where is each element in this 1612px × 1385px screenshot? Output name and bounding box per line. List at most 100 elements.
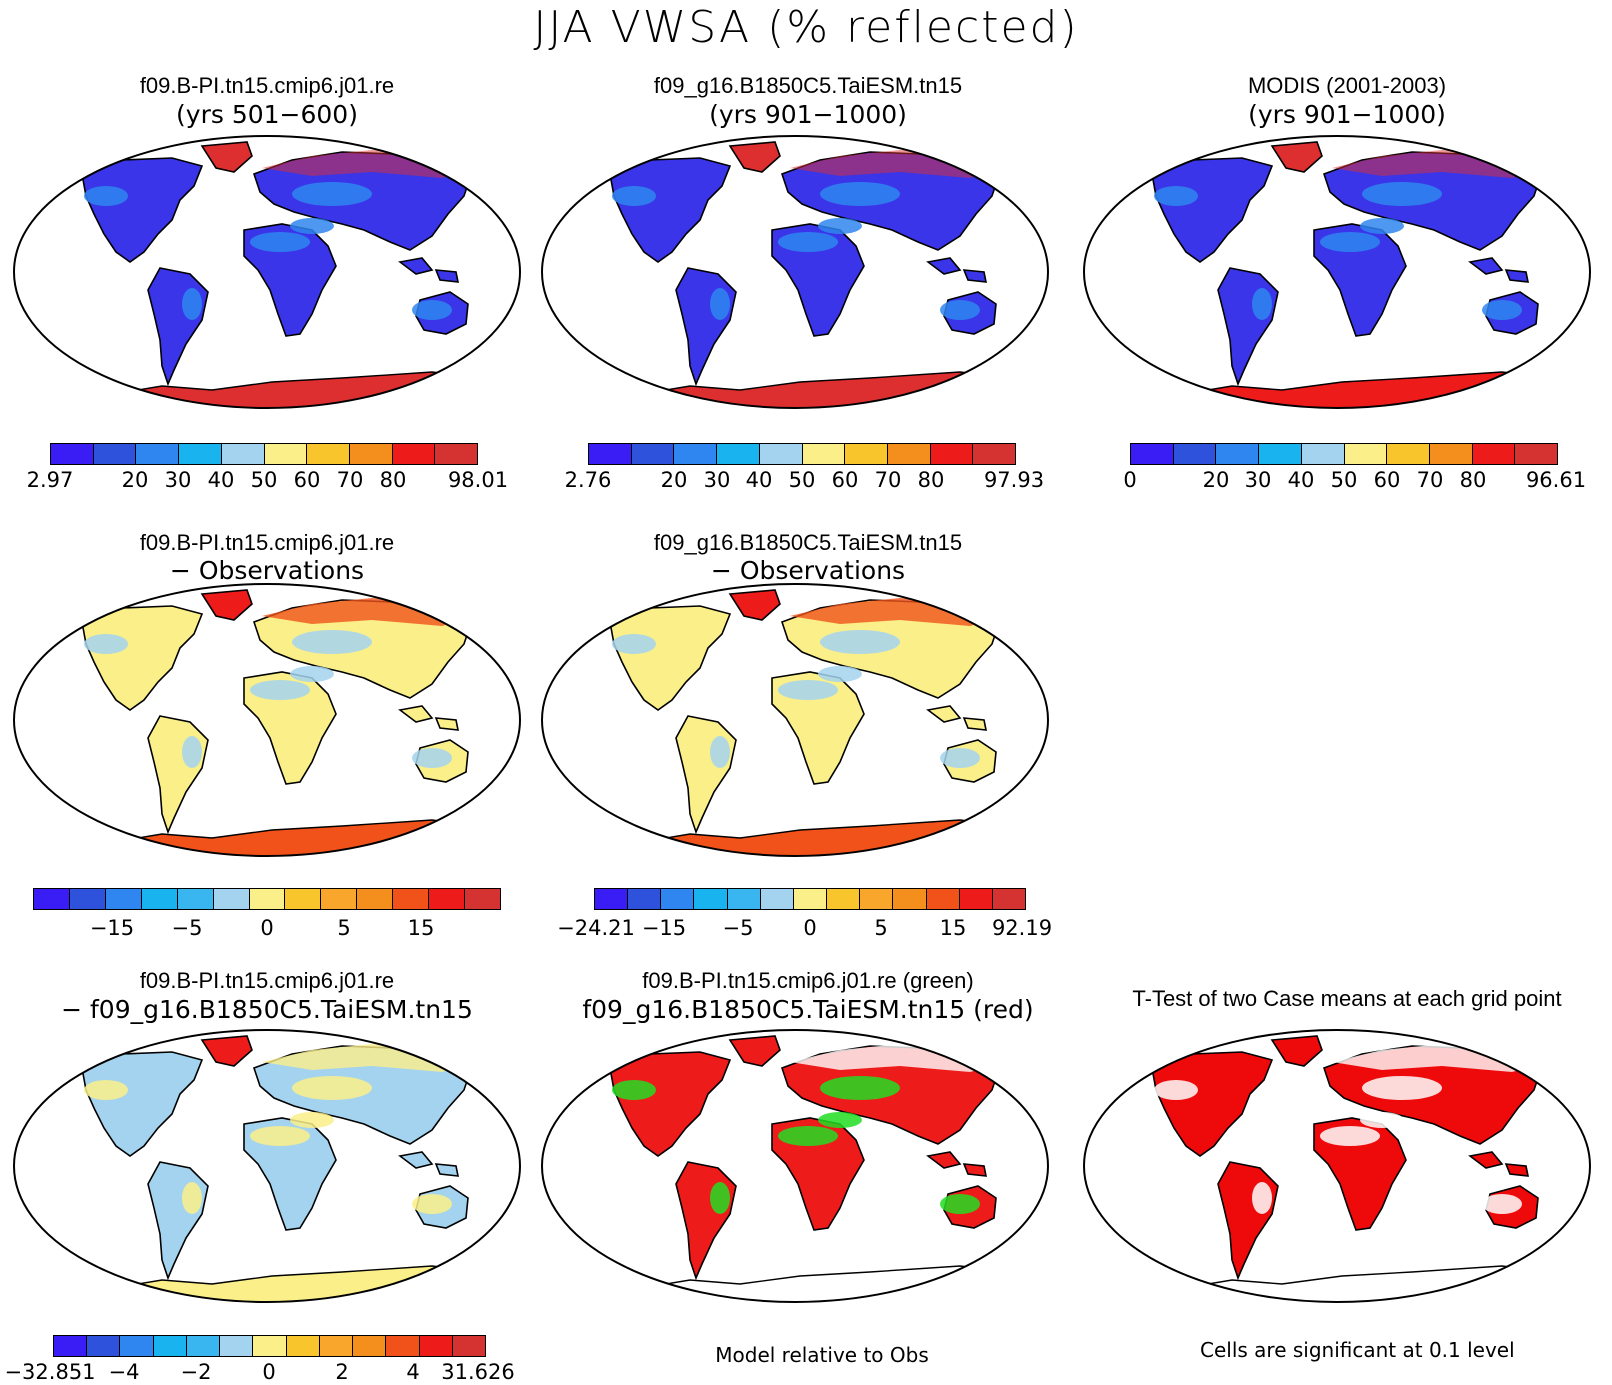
colorbar-swatch bbox=[1259, 444, 1302, 464]
tick-label: 5 bbox=[874, 916, 888, 940]
tick-label: 30 bbox=[1244, 468, 1272, 492]
land-greenland bbox=[200, 141, 253, 173]
colorbar-swatch bbox=[93, 444, 137, 464]
colorbar-panel-2 bbox=[588, 443, 1016, 465]
land-samerica bbox=[1217, 267, 1279, 387]
colorbar-swatch bbox=[674, 444, 718, 464]
colorbar-swatch bbox=[930, 444, 974, 464]
colorbar-swatch bbox=[1344, 444, 1388, 464]
field-patch bbox=[84, 1080, 128, 1100]
colorbar-swatch bbox=[887, 444, 931, 464]
land-samerica bbox=[675, 715, 737, 835]
tick-label: 31.626 bbox=[441, 1360, 515, 1384]
land-samerica bbox=[147, 715, 209, 835]
field-patch bbox=[182, 288, 202, 320]
colorbar-2-labels: 2.76 20 30 40 50 60 70 80 97.93 bbox=[0, 468, 1612, 496]
land-antarctica bbox=[71, 819, 483, 856]
field-patch bbox=[250, 232, 310, 252]
field-patch bbox=[292, 630, 372, 654]
map-border bbox=[13, 135, 521, 409]
colorbar-swatch bbox=[393, 889, 430, 909]
colorbar-swatch bbox=[1131, 444, 1174, 464]
tick-label: 0 bbox=[260, 916, 274, 940]
colorbar-swatch bbox=[349, 444, 393, 464]
panel-7-title: f09.B-PI.tn15.cmip6.j01.re (green) bbox=[642, 968, 974, 993]
map-border bbox=[1083, 1029, 1591, 1303]
field-patch bbox=[612, 1080, 656, 1100]
field-patch bbox=[182, 1182, 202, 1214]
panel-1-subtitle: (yrs 501−600) bbox=[176, 100, 358, 129]
tick-label: 50 bbox=[1330, 468, 1358, 492]
panel-4-title: f09.B-PI.tn15.cmip6.j01.re bbox=[139, 530, 395, 555]
colorbar-swatch bbox=[177, 889, 214, 909]
tick-label: 70 bbox=[874, 468, 902, 492]
tick-label: 60 bbox=[831, 468, 859, 492]
colorbar-swatch bbox=[802, 444, 846, 464]
world-map bbox=[13, 1029, 521, 1303]
colorbar-swatch bbox=[452, 1336, 486, 1356]
land-asiaisles bbox=[926, 705, 987, 731]
colorbar-swatch bbox=[386, 1336, 420, 1356]
colorbar-swatch bbox=[717, 444, 760, 464]
map-panel-1 bbox=[12, 134, 522, 410]
colorbar-swatch bbox=[34, 889, 70, 909]
tick-label: 2.76 bbox=[564, 468, 612, 492]
field-patch bbox=[612, 186, 656, 206]
map-panel-7 bbox=[540, 1028, 1050, 1304]
field-patch bbox=[1252, 288, 1272, 320]
land-greenland bbox=[1270, 141, 1323, 173]
colorbar-swatch bbox=[1515, 444, 1558, 464]
colorbar-swatch bbox=[1173, 444, 1217, 464]
map-panel-2 bbox=[540, 134, 1050, 410]
land-namerica bbox=[1151, 1051, 1274, 1157]
map-panel-4 bbox=[12, 582, 522, 858]
field-patch bbox=[1154, 1080, 1198, 1100]
tick-label: −5 bbox=[171, 916, 203, 940]
tick-label: 80 bbox=[1459, 468, 1487, 492]
tick-label: −2 bbox=[180, 1360, 212, 1384]
colorbar-swatch bbox=[141, 889, 178, 909]
tick-label: 40 bbox=[207, 468, 235, 492]
field-patch bbox=[778, 1126, 838, 1146]
land-namerica bbox=[81, 605, 204, 711]
colorbar-swatch bbox=[54, 1336, 88, 1356]
tick-label: −15 bbox=[641, 916, 687, 940]
colorbar-swatch bbox=[179, 444, 222, 464]
land-antarctica bbox=[1141, 371, 1553, 408]
panel-4-subtitle: − Observations bbox=[169, 556, 365, 585]
colorbar-swatch bbox=[186, 1336, 221, 1356]
land-samerica bbox=[147, 1161, 209, 1281]
land-asiaisles bbox=[1468, 257, 1529, 283]
field-patch bbox=[1320, 232, 1380, 252]
colorbar-panel-5 bbox=[594, 888, 1026, 910]
tick-label: 20 bbox=[121, 468, 149, 492]
colorbar-swatch bbox=[87, 1336, 121, 1356]
field-patch bbox=[940, 300, 980, 320]
land-namerica bbox=[609, 605, 732, 711]
tick-label: 40 bbox=[1287, 468, 1315, 492]
colorbar-swatch bbox=[249, 889, 286, 909]
field-patch bbox=[940, 1194, 980, 1214]
map-border bbox=[1083, 135, 1591, 409]
field-patch bbox=[290, 1112, 334, 1128]
colorbar-swatch bbox=[661, 889, 695, 909]
land-samerica bbox=[675, 267, 737, 387]
colorbar-swatch bbox=[51, 444, 94, 464]
colorbar-swatch bbox=[589, 444, 632, 464]
colorbar-swatch bbox=[319, 1336, 354, 1356]
panel-2-title: f09_g16.B1850C5.TaiESM.tn15 bbox=[653, 73, 963, 98]
tick-label: 0 bbox=[803, 916, 817, 940]
panel-6-title: f09.B-PI.tn15.cmip6.j01.re bbox=[139, 968, 395, 993]
tick-label: −24.21 bbox=[557, 916, 635, 940]
map-panel-3 bbox=[1082, 134, 1592, 410]
tick-label: 2 bbox=[335, 1360, 349, 1384]
land-namerica bbox=[609, 157, 732, 263]
field-patch bbox=[250, 680, 310, 700]
field-patch bbox=[820, 630, 900, 654]
field-patch bbox=[412, 1194, 452, 1214]
tick-label: 50 bbox=[250, 468, 278, 492]
map-panel-5 bbox=[540, 582, 1050, 858]
tick-label: 98.01 bbox=[447, 468, 509, 492]
colorbar-swatch bbox=[69, 889, 106, 909]
colorbar-swatch bbox=[827, 889, 861, 909]
